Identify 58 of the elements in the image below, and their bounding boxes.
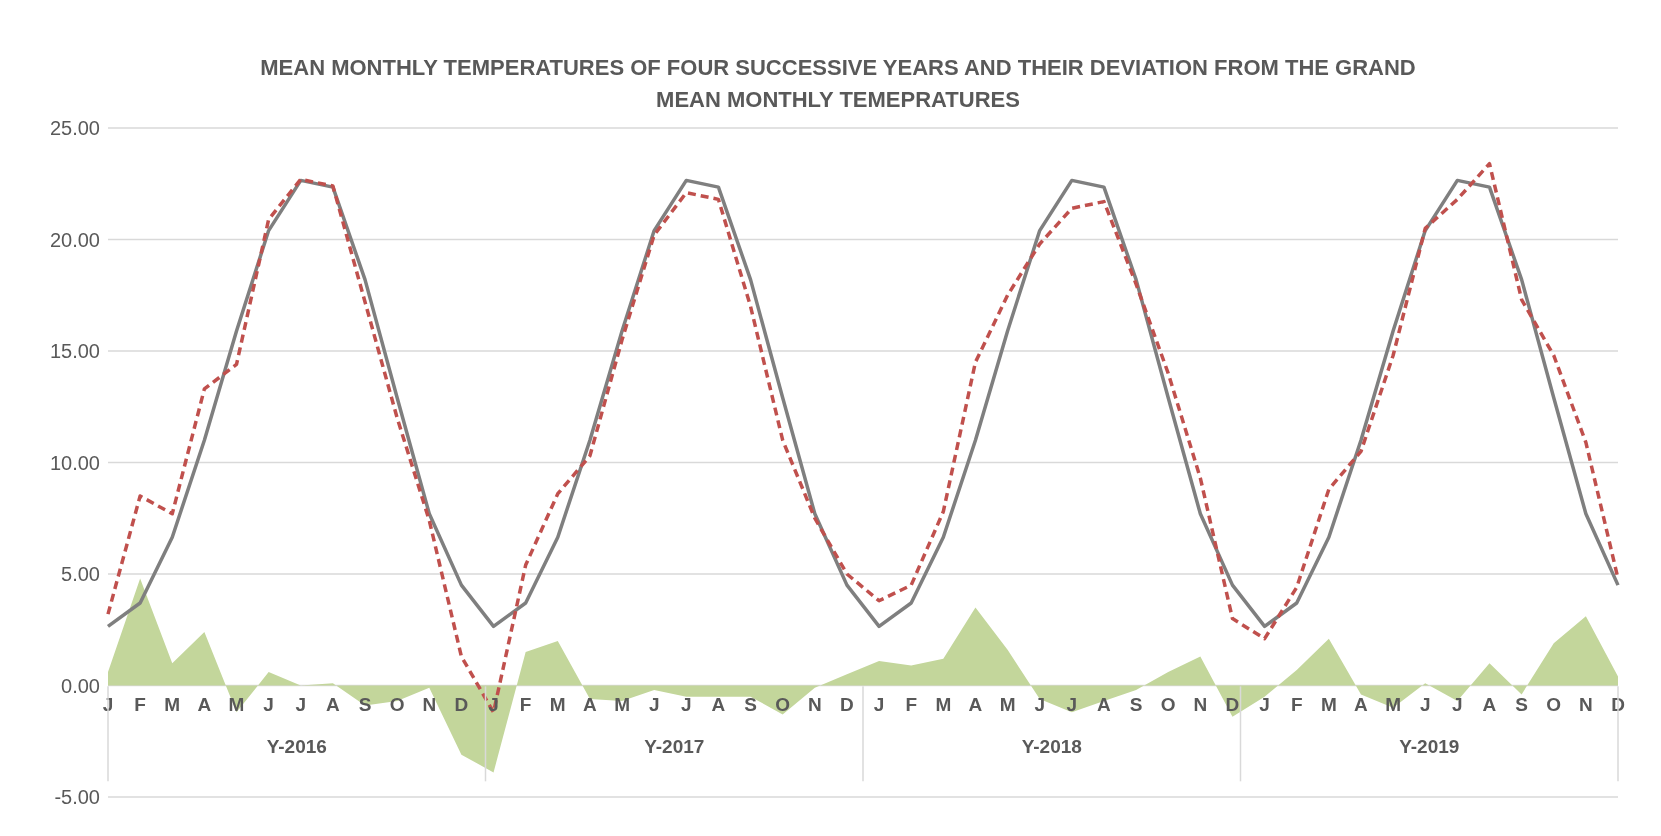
x-tick-label: A (1482, 694, 1497, 716)
x-tick-label: S (1515, 694, 1528, 716)
x-tick-label: J (263, 694, 274, 716)
x-tick-label: J (102, 694, 114, 716)
x-tick-label: N (422, 694, 437, 716)
x-tick-label: J (1419, 694, 1431, 716)
x-tick-label: M (164, 694, 181, 716)
x-tick-label: D (840, 694, 854, 716)
x-tick-label: O (775, 694, 791, 716)
y-tick-label: 15.00 (49, 340, 100, 363)
x-tick-label: M (935, 694, 952, 716)
x-tick-label: J (681, 694, 692, 716)
x-tick-label: M (999, 694, 1016, 716)
chart-title: MEAN MONTHLY TEMPERATURES OF FOUR SUCCESSIVE YEARS AND THEIR DEVIATION FROM THE GRAND MEAN MONTHLY TEMEPRATURES (259, 54, 1417, 114)
y-tick-label: 10.00 (49, 451, 100, 474)
y-tick-label: 5.00 (61, 563, 100, 586)
x-tick-label: O (1546, 694, 1562, 716)
y-tick-label: 0.00 (61, 674, 100, 697)
x-tick-label: A (711, 694, 726, 716)
x-tick-label: S (744, 694, 757, 716)
annotation: Y-2019 (1398, 736, 1461, 759)
x-tick-label: A (326, 694, 341, 716)
annotation: Y-2018 (1020, 736, 1083, 759)
x-tick-label: A (197, 694, 212, 716)
x-tick-label: A (583, 694, 598, 716)
annotation: Y-2017 (643, 736, 706, 759)
x-tick-label: A (968, 694, 983, 716)
annotation: Y-2016 (265, 736, 328, 759)
x-tick-label: J (295, 694, 307, 716)
x-tick-label: F (1290, 694, 1303, 716)
x-tick-label: S (1129, 694, 1143, 716)
y-tick-label: 25.00 (49, 117, 100, 140)
x-tick-label: D (454, 694, 469, 716)
x-tick-label: J (1034, 694, 1045, 716)
x-tick-label: J (1452, 694, 1463, 716)
x-tick-label: F (134, 694, 146, 716)
x-tick-label: M (614, 694, 630, 716)
x-tick-label: O (1160, 694, 1176, 716)
x-tick-label: A (1354, 694, 1369, 716)
x-tick-label: F (905, 694, 917, 716)
x-tick-label: N (1193, 694, 1208, 716)
x-tick-label: M (1385, 694, 1402, 716)
y-tick-label: -5.00 (54, 786, 100, 809)
x-tick-label: D (1611, 694, 1625, 716)
x-tick-label: M (1320, 694, 1337, 716)
line-series (106, 178, 1620, 629)
x-tick-label: J (1259, 694, 1270, 716)
x-tick-label: F (519, 694, 532, 716)
y-tick-label: 20.00 (49, 228, 100, 251)
x-tick-label: M (549, 694, 566, 716)
x-tick-label: O (389, 694, 405, 716)
x-tick-label: J (1066, 694, 1078, 716)
x-tick-label: J (873, 694, 885, 716)
x-tick-label: A (1097, 694, 1112, 716)
x-tick-label: N (1579, 694, 1593, 716)
x-tick-label: J (648, 694, 660, 716)
x-tick-label: D (1225, 694, 1240, 716)
x-tick-label: N (807, 694, 822, 716)
